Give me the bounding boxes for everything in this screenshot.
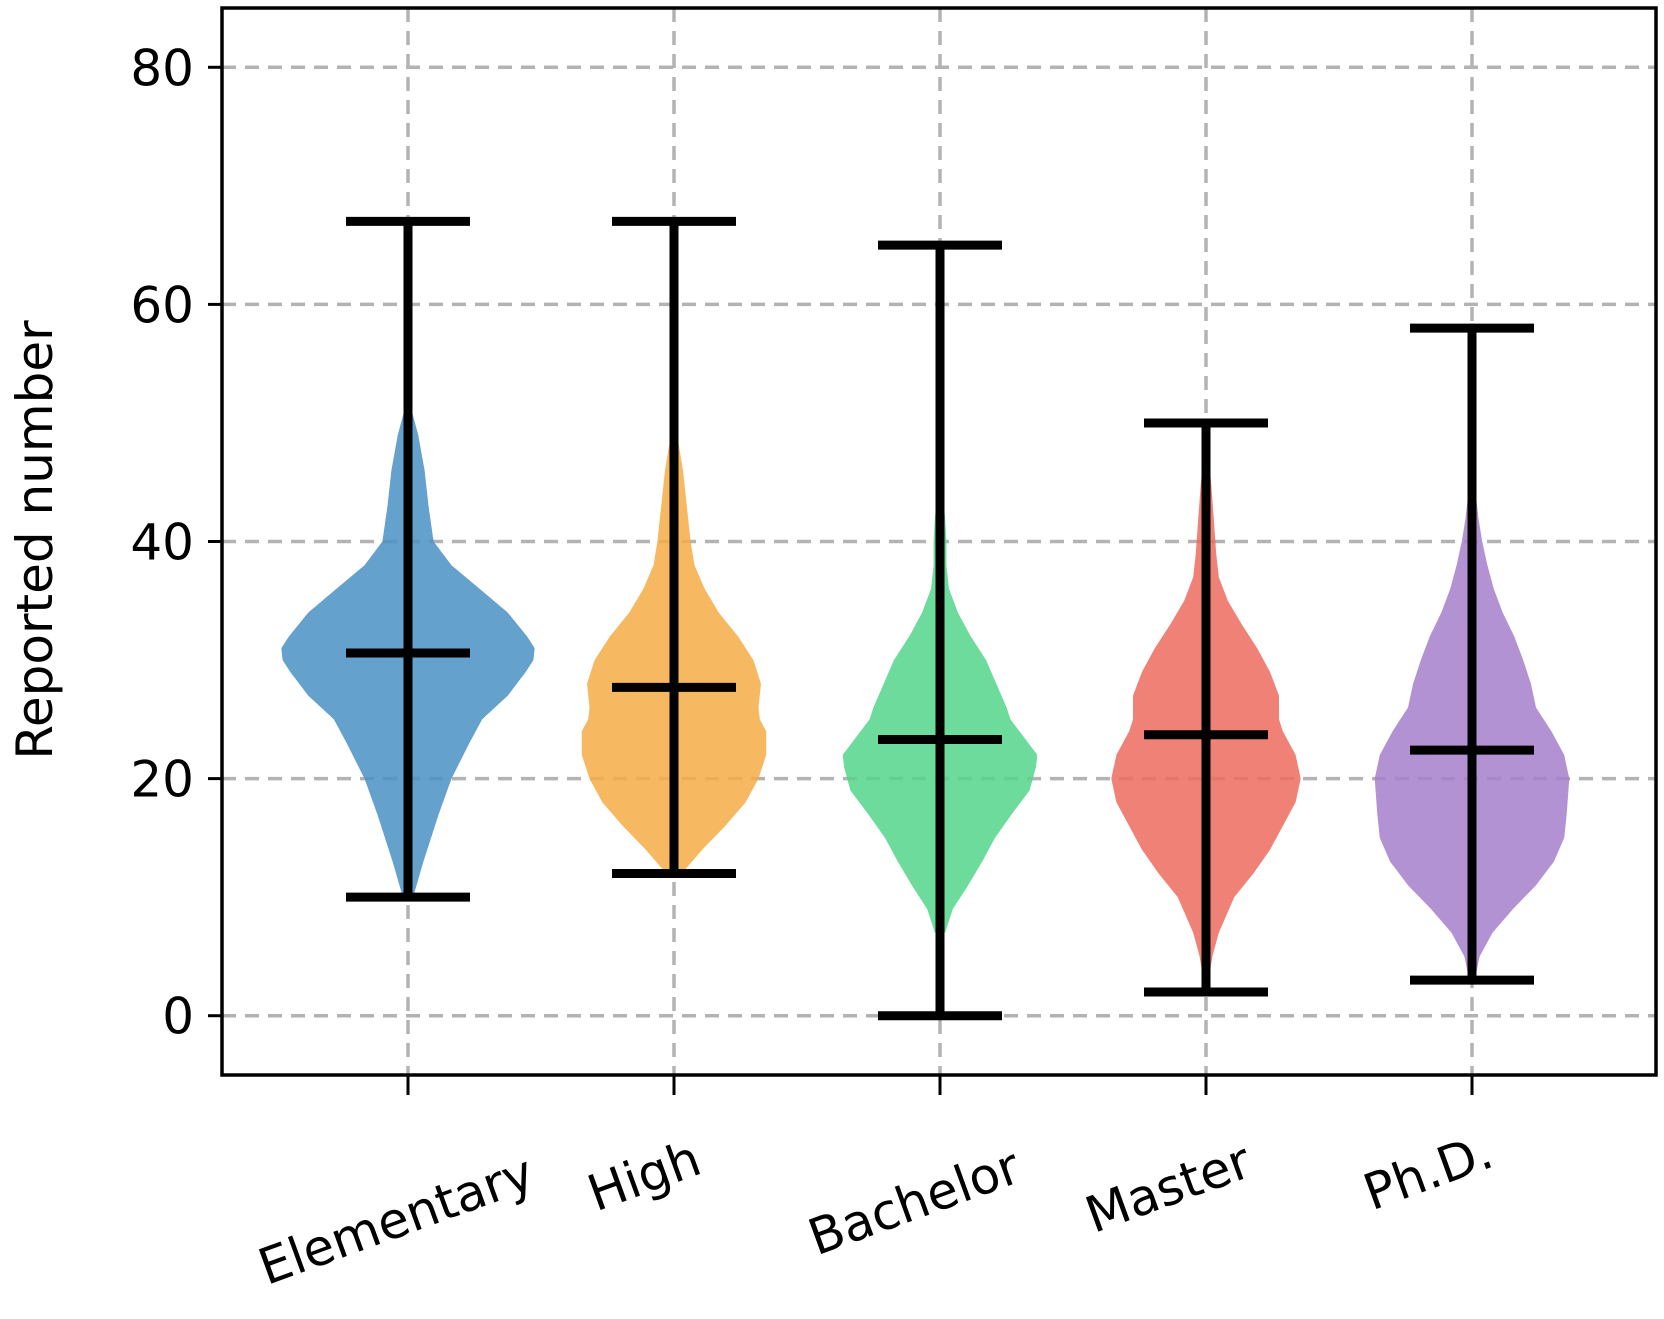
y-axis-label: Reported number [6,320,64,760]
x-tick-label: Elementary [251,1144,541,1297]
y-tick-label: 40 [130,514,194,572]
y-tick-label: 60 [130,276,194,334]
x-tick-label: Ph.D. [1356,1122,1500,1222]
x-tick-label: Master [1078,1131,1259,1244]
y-tick-label: 0 [162,988,194,1046]
y-tick-label: 80 [130,39,194,97]
x-tick-label: High [580,1129,708,1223]
x-tick-label: Bachelor [801,1137,1028,1267]
y-tick-label: 20 [130,751,194,809]
violin-layer [281,216,1570,1021]
